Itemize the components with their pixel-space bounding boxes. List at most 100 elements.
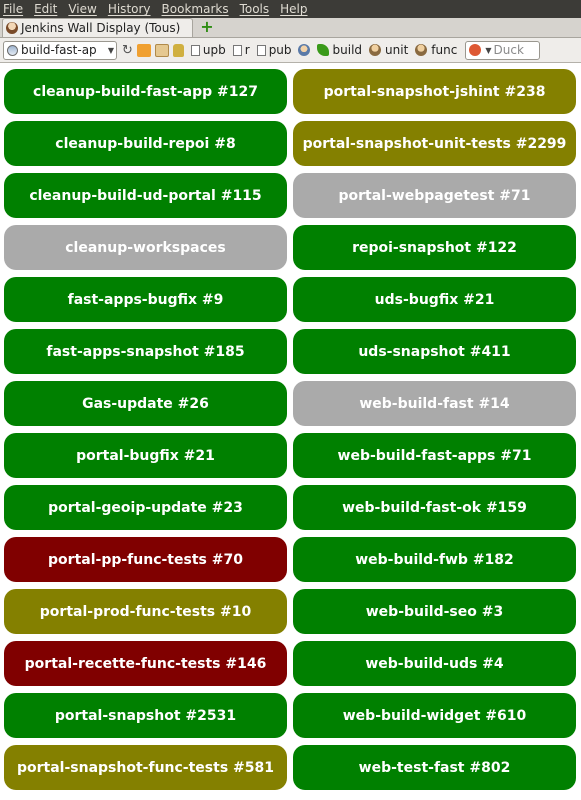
jenkins-icon xyxy=(369,44,382,56)
toolbar-link-build[interactable]: build xyxy=(316,43,362,57)
bookmark-label: upb xyxy=(202,43,226,57)
rss-icon[interactable] xyxy=(136,43,151,57)
job-tile[interactable]: portal-snapshot #2531 xyxy=(4,693,287,738)
job-tile[interactable]: web-build-seo #3 xyxy=(293,589,576,634)
bookmark-r[interactable]: r xyxy=(232,43,250,57)
job-label: web-build-fast-apps #71 xyxy=(337,447,532,464)
bookmark-label: r xyxy=(244,43,250,57)
job-tile[interactable]: uds-bugfix #21 xyxy=(293,277,576,322)
job-tile[interactable]: uds-snapshot #411 xyxy=(293,329,576,374)
job-label: fast-apps-snapshot #185 xyxy=(46,343,245,360)
page-icon xyxy=(190,44,200,56)
job-tile[interactable]: cleanup-build-repoi #8 xyxy=(4,121,287,166)
job-label: uds-bugfix #21 xyxy=(374,291,495,308)
job-label: portal-webpagetest #71 xyxy=(338,187,531,204)
job-label: cleanup-workspaces xyxy=(65,239,226,256)
job-tile[interactable]: cleanup-workspaces xyxy=(4,225,287,270)
leaf-icon xyxy=(316,44,329,56)
jenkins-wall-grid: cleanup-build-fast-app #127 cleanup-build… xyxy=(0,64,581,800)
job-tile[interactable]: web-build-fast-apps #71 xyxy=(293,433,576,478)
job-label: web-build-uds #4 xyxy=(365,655,504,672)
job-tile[interactable]: portal-webpagetest #71 xyxy=(293,173,576,218)
menu-bar: File Edit View History Bookmarks Tools H… xyxy=(0,0,581,18)
url-dropdown-icon[interactable]: ▼ xyxy=(107,45,114,55)
bookmark-label: pub xyxy=(268,43,292,57)
navigation-toolbar: build-fast-ap ▼ ↻ upb r pub build unit f… xyxy=(0,38,581,63)
profile-icon[interactable] xyxy=(297,44,310,56)
job-label: cleanup-build-ud-portal #115 xyxy=(29,187,262,204)
jenkins-favicon-icon xyxy=(6,22,18,34)
menu-edit[interactable]: Edit xyxy=(34,2,58,16)
jenkins-icon xyxy=(415,44,428,56)
job-tile[interactable]: portal-snapshot-jshint #238 xyxy=(293,69,576,114)
job-label: portal-recette-func-tests #146 xyxy=(24,655,267,672)
job-tile[interactable]: web-build-fast-ok #159 xyxy=(293,485,576,530)
job-label: portal-geoip-update #23 xyxy=(48,499,243,516)
job-label: portal-snapshot-unit-tests #2299 xyxy=(302,135,567,152)
tab-jenkins-wall[interactable]: Jenkins Wall Display (Tous) xyxy=(2,18,193,37)
menu-help[interactable]: Help xyxy=(280,2,308,16)
job-label: web-build-fast-ok #159 xyxy=(342,499,527,516)
menu-view[interactable]: View xyxy=(68,2,97,16)
job-tile[interactable]: portal-snapshot-unit-tests #2299 xyxy=(293,121,576,166)
job-tile[interactable]: cleanup-build-ud-portal #115 xyxy=(4,173,287,218)
job-tile[interactable]: portal-pp-func-tests #70 xyxy=(4,537,287,582)
job-label: portal-prod-func-tests #10 xyxy=(39,603,252,620)
reload-icon[interactable]: ↻ xyxy=(122,42,133,58)
page-icon xyxy=(256,44,266,56)
menu-file[interactable]: File xyxy=(3,2,24,16)
job-label: portal-bugfix #21 xyxy=(76,447,215,464)
job-tile[interactable]: web-build-uds #4 xyxy=(293,641,576,686)
job-label: portal-snapshot-jshint #238 xyxy=(323,83,546,100)
job-label: cleanup-build-repoi #8 xyxy=(55,135,236,152)
lock-icon[interactable] xyxy=(172,43,184,57)
job-tile[interactable]: portal-prod-func-tests #10 xyxy=(4,589,287,634)
job-label: repoi-snapshot #122 xyxy=(352,239,517,256)
toolbar-link-unit[interactable]: unit xyxy=(369,43,408,57)
toolbar-link-label: func xyxy=(431,43,458,57)
job-tile[interactable]: web-build-fast #14 xyxy=(293,381,576,426)
url-bar[interactable]: build-fast-ap ▼ xyxy=(3,40,117,60)
menu-tools[interactable]: Tools xyxy=(239,2,270,16)
job-label: web-build-fwb #182 xyxy=(355,551,514,568)
job-tile[interactable]: fast-apps-snapshot #185 xyxy=(4,329,287,374)
job-tile[interactable]: web-build-widget #610 xyxy=(293,693,576,738)
job-label: Gas-update #26 xyxy=(82,395,209,412)
job-label: web-build-seo #3 xyxy=(365,603,504,620)
job-tile[interactable]: portal-geoip-update #23 xyxy=(4,485,287,530)
job-label: portal-pp-func-tests #70 xyxy=(48,551,243,568)
job-label: portal-snapshot #2531 xyxy=(54,707,237,724)
search-placeholder: Duck xyxy=(493,43,524,57)
new-tab-button[interactable]: + xyxy=(198,19,216,35)
mail-icon[interactable] xyxy=(154,43,169,57)
job-tile[interactable]: cleanup-build-fast-app #127 xyxy=(4,69,287,114)
duckduckgo-icon xyxy=(469,44,482,56)
search-box[interactable]: ▼ Duck xyxy=(465,40,541,60)
url-text: build-fast-ap xyxy=(21,43,97,57)
menu-history[interactable]: History xyxy=(107,2,151,16)
job-tile[interactable]: web-build-fwb #182 xyxy=(293,537,576,582)
tab-strip: Jenkins Wall Display (Tous) + xyxy=(0,18,581,38)
job-tile[interactable]: fast-apps-bugfix #9 xyxy=(4,277,287,322)
job-label: web-test-fast #802 xyxy=(358,759,511,776)
plus-icon: + xyxy=(200,17,214,36)
search-engine-dropdown-icon[interactable]: ▼ xyxy=(485,45,492,55)
bookmark-pub[interactable]: pub xyxy=(256,43,292,57)
job-tile[interactable]: portal-recette-func-tests #146 xyxy=(4,641,287,686)
toolbar-link-label: unit xyxy=(385,43,409,57)
page-icon xyxy=(232,44,242,56)
job-label: web-build-fast #14 xyxy=(359,395,510,412)
job-tile[interactable]: portal-bugfix #21 xyxy=(4,433,287,478)
globe-icon xyxy=(7,44,18,56)
toolbar-link-func[interactable]: func xyxy=(415,43,457,57)
job-tile[interactable]: repoi-snapshot #122 xyxy=(293,225,576,270)
job-tile[interactable]: web-test-fast #802 xyxy=(293,745,576,790)
tab-title: Jenkins Wall Display (Tous) xyxy=(21,21,181,35)
job-label: portal-snapshot-func-tests #581 xyxy=(17,759,274,776)
menu-bookmarks[interactable]: Bookmarks xyxy=(161,2,229,16)
job-label: cleanup-build-fast-app #127 xyxy=(33,83,258,100)
job-label: web-build-widget #610 xyxy=(342,707,527,724)
job-tile[interactable]: portal-snapshot-func-tests #581 xyxy=(4,745,287,790)
job-tile[interactable]: Gas-update #26 xyxy=(4,381,287,426)
bookmark-upb[interactable]: upb xyxy=(190,43,226,57)
